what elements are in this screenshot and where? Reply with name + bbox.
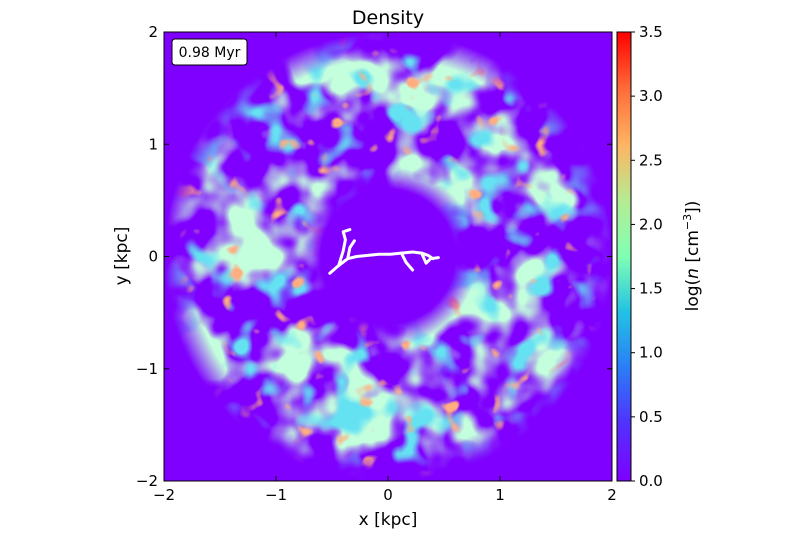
colorbar-gradient <box>616 31 632 482</box>
overlay-tracks <box>328 228 440 275</box>
x-axis-ticks: −2 −1 0 1 2 <box>153 32 617 504</box>
time-badge: 0.98 Myr <box>171 38 248 66</box>
colorbar-tick-label: 1.0 <box>639 344 663 362</box>
colorbar-ticks: 0.0 0.5 1.0 1.5 2.0 2.5 3.0 3.5 <box>631 23 663 490</box>
colorbar-label-unit: [cm <box>683 230 703 268</box>
x-axis-label: x [kpc] <box>359 510 418 530</box>
colorbar-label-exp: −3 <box>681 214 694 230</box>
density-field <box>164 32 612 481</box>
y-tick-label: −2 <box>136 472 158 490</box>
x-tick-label: −1 <box>265 486 287 504</box>
chart-title: Density <box>352 7 424 29</box>
overlay-track <box>420 251 440 265</box>
colorbar-tick-label: 3.0 <box>639 87 663 105</box>
colorbar-label: log(n [cm−3]) <box>681 201 703 312</box>
time-badge-text: 0.98 Myr <box>179 45 241 61</box>
colorbar-tick-label: 0.0 <box>639 472 663 490</box>
colorbar-label-var: n <box>683 268 703 279</box>
y-tick-label: −1 <box>136 360 158 378</box>
x-tick-label: 2 <box>607 486 617 504</box>
colorbar-label-suffix: ]) <box>683 201 703 214</box>
colorbar: 0.0 0.5 1.0 1.5 2.0 2.5 3.0 3.5 log(n [cm−3]) <box>616 23 703 490</box>
colorbar-tick-label: 2.5 <box>639 151 663 169</box>
overlay-track <box>337 228 352 267</box>
colorbar-tick-label: 3.5 <box>639 23 663 41</box>
x-tick-label: −2 <box>153 486 175 504</box>
x-tick-label: 1 <box>495 486 505 504</box>
y-axis-ticks: −2 −1 0 1 2 <box>136 23 612 490</box>
y-tick-label: 1 <box>148 135 158 153</box>
colorbar-tick-label: 0.5 <box>639 408 663 426</box>
x-tick-label: 0 <box>383 486 393 504</box>
overlay-track <box>346 239 356 261</box>
y-tick-label: 0 <box>148 248 158 266</box>
y-tick-label: 2 <box>148 23 158 41</box>
overlay-track <box>399 251 415 272</box>
colorbar-tick-label: 2.0 <box>639 215 663 233</box>
colorbar-tick-label: 1.5 <box>639 280 663 298</box>
colorbar-label-prefix: log( <box>683 279 703 312</box>
y-axis-label: y [kpc] <box>112 227 132 286</box>
